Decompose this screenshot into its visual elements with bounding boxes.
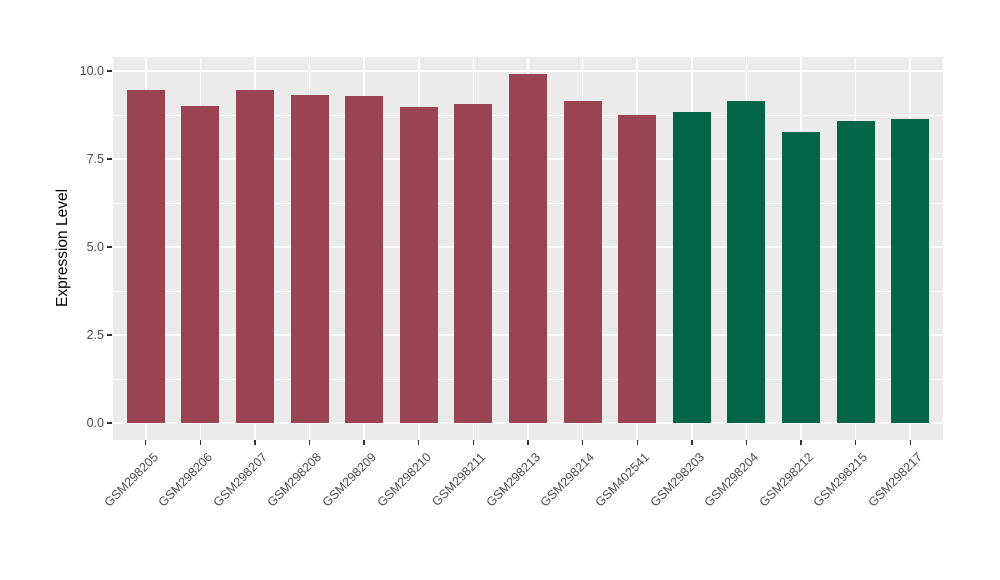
x-tick-label-GSM298205: GSM298205 bbox=[101, 450, 161, 510]
y-tick-label: 5.0 bbox=[86, 240, 104, 255]
y-tick-label: 2.5 bbox=[86, 328, 104, 343]
bar-GSM402541 bbox=[618, 115, 657, 424]
y-tick-mark bbox=[107, 334, 112, 336]
bar-GSM298210 bbox=[399, 106, 438, 424]
y-tick-mark bbox=[107, 422, 112, 424]
x-tick-mark bbox=[363, 440, 365, 445]
x-tick-label-GSM298206: GSM298206 bbox=[155, 450, 216, 510]
y-tick-mark bbox=[107, 158, 112, 160]
x-tick-label-GSM298207: GSM298207 bbox=[210, 450, 270, 510]
bar-GSM298213 bbox=[509, 74, 547, 424]
x-tick-mark bbox=[745, 440, 748, 445]
x-tick-mark bbox=[472, 440, 475, 445]
x-tick-label-GSM298203: GSM298203 bbox=[647, 450, 707, 510]
bar-GSM298214 bbox=[563, 100, 602, 424]
x-tick-label-GSM298213: GSM298213 bbox=[483, 450, 543, 510]
plot-panel bbox=[113, 57, 943, 440]
bar-GSM298207 bbox=[235, 90, 274, 424]
bar-GSM298203 bbox=[672, 112, 711, 424]
x-tick-label-GSM298208: GSM298208 bbox=[264, 450, 325, 510]
x-tick-mark bbox=[254, 440, 256, 445]
x-tick-label-GSM298209: GSM298209 bbox=[319, 450, 380, 510]
x-tick-label-GSM298204: GSM298204 bbox=[701, 450, 762, 510]
x-tick-mark bbox=[636, 440, 638, 445]
x-tick-mark bbox=[527, 440, 529, 445]
bar-GSM298211 bbox=[454, 103, 493, 424]
x-tick-mark bbox=[691, 440, 693, 445]
x-tick-mark bbox=[418, 440, 420, 445]
x-tick-mark bbox=[581, 440, 584, 445]
x-tick-label-GSM298211: GSM298211 bbox=[429, 450, 489, 509]
bar-GSM298206 bbox=[181, 106, 220, 424]
bar-GSM298217 bbox=[891, 119, 930, 424]
bar-GSM298204 bbox=[727, 101, 766, 424]
y-tick-label: 7.5 bbox=[86, 152, 104, 167]
y-tick-label: 0.0 bbox=[86, 416, 104, 431]
x-tick-mark bbox=[854, 440, 857, 445]
x-tick-mark bbox=[800, 440, 802, 445]
x-tick-mark bbox=[909, 440, 911, 445]
y-tick-label: 10.0 bbox=[79, 64, 104, 79]
x-tick-label-GSM298210: GSM298210 bbox=[374, 450, 434, 510]
bar-GSM298212 bbox=[782, 132, 821, 424]
x-tick-label-GSM298214: GSM298214 bbox=[537, 450, 598, 510]
bar-GSM298209 bbox=[345, 96, 384, 424]
bar-GSM298215 bbox=[836, 121, 875, 424]
x-tick-label-GSM298217: GSM298217 bbox=[865, 450, 926, 510]
x-tick-mark bbox=[199, 440, 202, 445]
x-tick-mark bbox=[308, 440, 311, 445]
x-tick-label-GSM298215: GSM298215 bbox=[811, 450, 871, 510]
y-tick-mark bbox=[107, 70, 112, 72]
x-tick-label-GSM298212: GSM298212 bbox=[756, 450, 816, 510]
bar-GSM298208 bbox=[290, 95, 329, 424]
x-tick-label-GSM402541: GSM402541 bbox=[592, 450, 653, 510]
bar-GSM298205 bbox=[126, 90, 165, 424]
x-tick-mark bbox=[145, 440, 147, 445]
y-tick-mark bbox=[107, 246, 112, 248]
